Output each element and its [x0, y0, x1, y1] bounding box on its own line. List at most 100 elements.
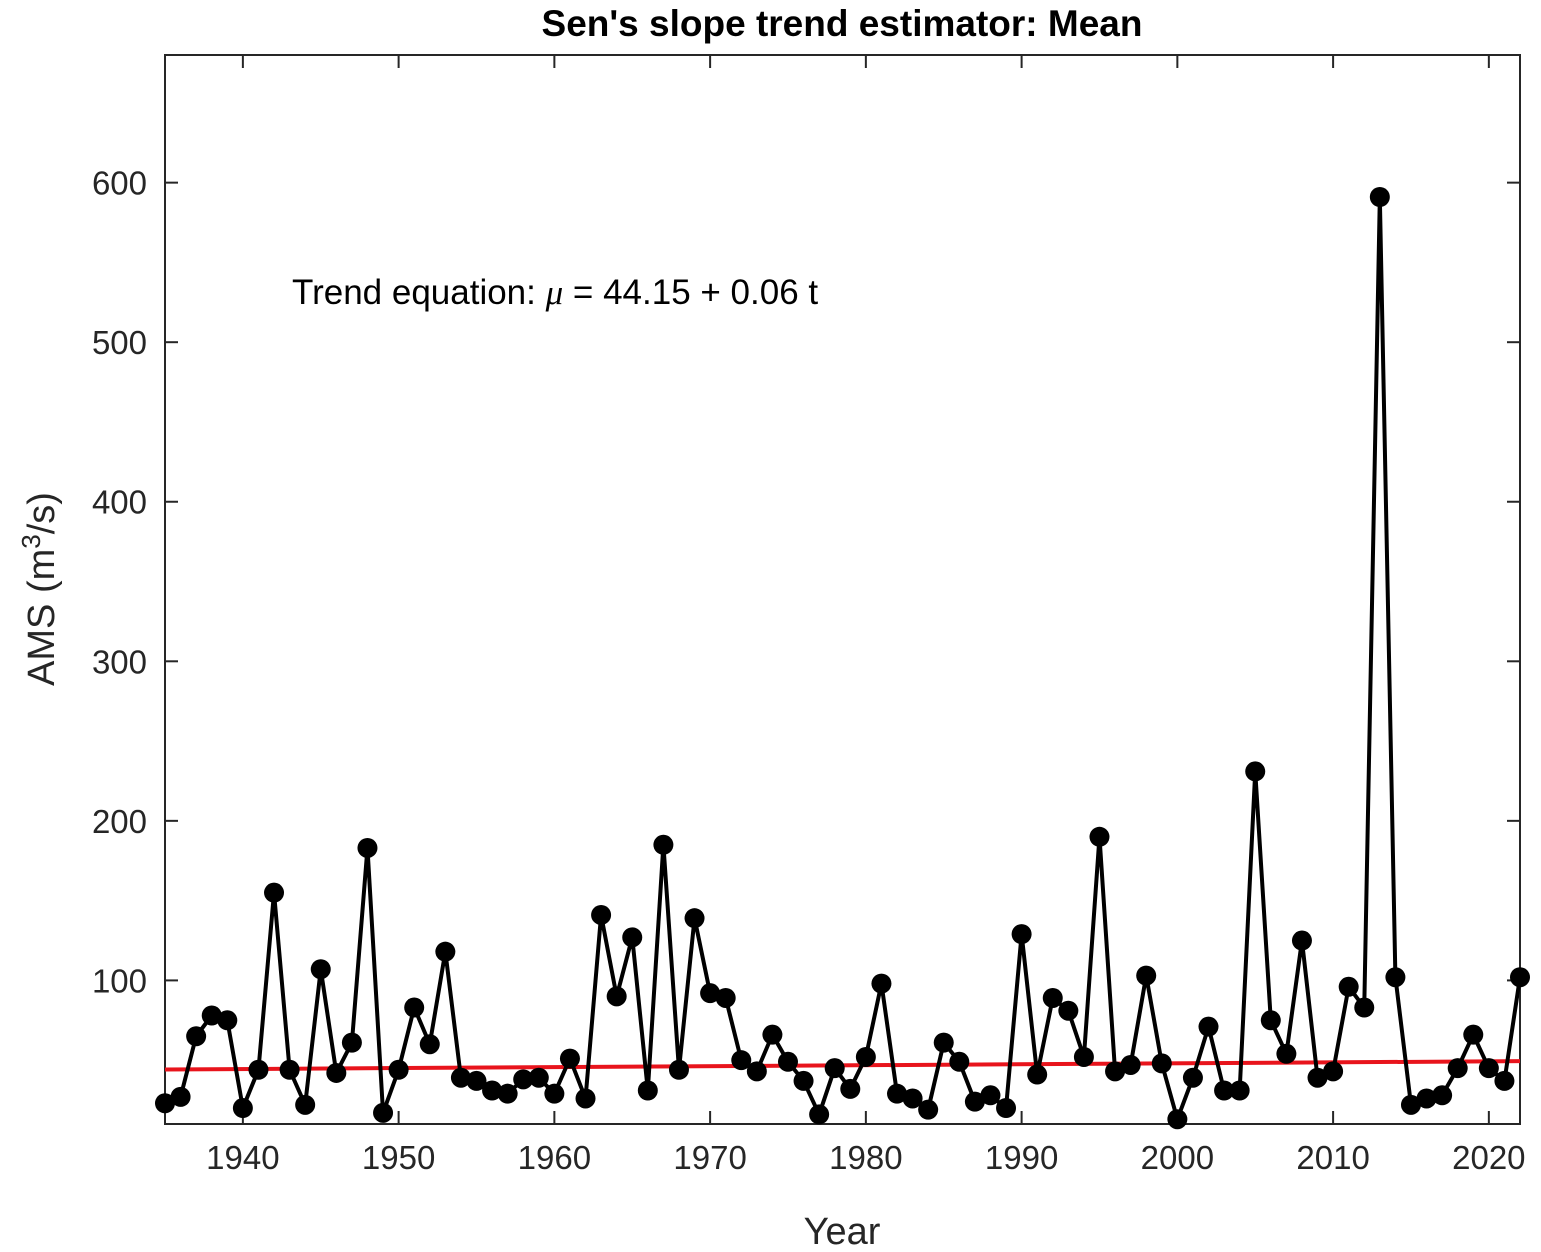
- y-axis-label-end: /s): [21, 492, 63, 534]
- data-point-1983: [902, 1088, 923, 1109]
- data-point-1992: [1042, 987, 1063, 1008]
- y-axis-ticks: 100 200 300 400 500 600: [92, 165, 1520, 999]
- data-point-1961: [559, 1048, 580, 1069]
- y-tick-label: 500: [92, 324, 147, 361]
- data-point-1939: [217, 1010, 238, 1031]
- data-point-2003: [1214, 1080, 1235, 1101]
- data-point-1991: [1027, 1064, 1048, 1085]
- data-point-2015: [1400, 1094, 1421, 1115]
- data-point-2013: [1369, 187, 1390, 208]
- data-point-1947: [341, 1032, 362, 1053]
- data-point-1964: [606, 986, 627, 1007]
- data-point-2001: [1182, 1067, 1203, 1088]
- data-point-1937: [186, 1026, 207, 1047]
- x-tick-label: 2010: [1296, 1139, 1369, 1176]
- data-point-2009: [1307, 1067, 1328, 1088]
- data-point-2002: [1198, 1016, 1219, 1037]
- x-tick-label: 1980: [829, 1139, 902, 1176]
- data-point-2011: [1338, 976, 1359, 997]
- y-tick-label: 600: [92, 165, 147, 202]
- data-point-1976: [793, 1070, 814, 1091]
- data-point-2012: [1354, 997, 1375, 1018]
- data-point-1957: [497, 1083, 518, 1104]
- data-point-1998: [1136, 965, 1157, 986]
- data-point-2004: [1229, 1080, 1250, 1101]
- data-point-2017: [1432, 1085, 1453, 1106]
- y-tick-label: 200: [92, 803, 147, 840]
- x-tick-label: 1940: [206, 1139, 279, 1176]
- data-point-1955: [466, 1070, 487, 1091]
- data-point-1936: [170, 1086, 191, 1107]
- data-point-2018: [1447, 1058, 1468, 1079]
- data-point-1940: [232, 1098, 253, 1119]
- data-point-2010: [1323, 1061, 1344, 1082]
- data-point-1980: [855, 1046, 876, 1067]
- data-point-1967: [653, 834, 674, 855]
- data-point-1982: [887, 1083, 908, 1104]
- trend-equation-annotation: Trend equation: μ = 44.15 + 0.06 t: [292, 273, 818, 312]
- y-tick-label: 300: [92, 643, 147, 680]
- data-point-1974: [762, 1024, 783, 1045]
- data-point-2014: [1385, 967, 1406, 988]
- data-point-2005: [1245, 761, 1266, 782]
- data-point-1984: [918, 1099, 939, 1120]
- data-point-1972: [731, 1050, 752, 1071]
- data-point-1989: [996, 1098, 1017, 1119]
- data-point-1981: [871, 973, 892, 994]
- trend-equation-symbol: μ: [545, 273, 564, 312]
- data-point-1941: [248, 1059, 269, 1080]
- data-point-1993: [1058, 1000, 1079, 1021]
- data-point-1942: [264, 882, 285, 903]
- data-point-1986: [949, 1051, 970, 1072]
- data-point-2016: [1416, 1088, 1437, 1109]
- x-axis-label: Year: [804, 1211, 881, 1252]
- data-point-1971: [715, 987, 736, 1008]
- data-point-1954: [450, 1067, 471, 1088]
- observed-series-line: [164, 195, 1522, 1122]
- data-point-1987: [964, 1091, 985, 1112]
- data-point-1960: [544, 1083, 565, 1104]
- chart-title: Sen's slope trend estimator: Mean: [542, 3, 1143, 44]
- data-point-1988: [980, 1085, 1001, 1106]
- data-point-1996: [1105, 1061, 1126, 1082]
- data-point-1951: [404, 997, 425, 1018]
- data-point-1997: [1120, 1054, 1141, 1075]
- plot-area-frame: [164, 54, 1521, 1125]
- data-point-2008: [1291, 930, 1312, 951]
- data-point-2021: [1494, 1070, 1515, 1091]
- x-tick-label: 1960: [518, 1139, 591, 1176]
- data-point-1948: [357, 837, 378, 858]
- data-point-1969: [684, 908, 705, 929]
- data-point-2007: [1276, 1043, 1297, 1064]
- data-point-1949: [373, 1102, 394, 1123]
- data-point-1959: [528, 1067, 549, 1088]
- data-point-1994: [1073, 1046, 1094, 1067]
- data-point-1995: [1089, 826, 1110, 847]
- y-axis-label-superscript: 3: [16, 534, 46, 548]
- trend-equation-suffix: = 44.15 + 0.06 t: [563, 273, 818, 312]
- data-point-1962: [575, 1088, 596, 1109]
- data-point-1970: [700, 983, 721, 1004]
- data-point-1990: [1011, 924, 1032, 945]
- data-point-1950: [388, 1059, 409, 1080]
- data-point-2000: [1167, 1109, 1188, 1130]
- data-point-1958: [513, 1069, 534, 1090]
- data-point-1999: [1151, 1053, 1172, 1074]
- data-point-1956: [482, 1080, 503, 1101]
- data-point-1952: [419, 1034, 440, 1055]
- observed-series-layer: [155, 187, 1530, 1130]
- data-point-1938: [201, 1005, 222, 1026]
- x-tick-label: 1990: [985, 1139, 1058, 1176]
- data-point-1963: [591, 904, 612, 925]
- y-tick-label: 100: [92, 962, 147, 999]
- data-point-1985: [933, 1032, 954, 1053]
- x-tick-label: 1970: [673, 1139, 746, 1176]
- trend-equation-prefix: Trend equation:: [292, 273, 546, 312]
- data-point-1943: [279, 1059, 300, 1080]
- data-point-1945: [310, 959, 331, 980]
- y-axis-label: AMS (m3/s): [16, 492, 63, 686]
- y-axis-label-main: AMS (m: [21, 549, 63, 686]
- y-tick-label: 400: [92, 484, 147, 521]
- data-point-2022: [1510, 967, 1530, 988]
